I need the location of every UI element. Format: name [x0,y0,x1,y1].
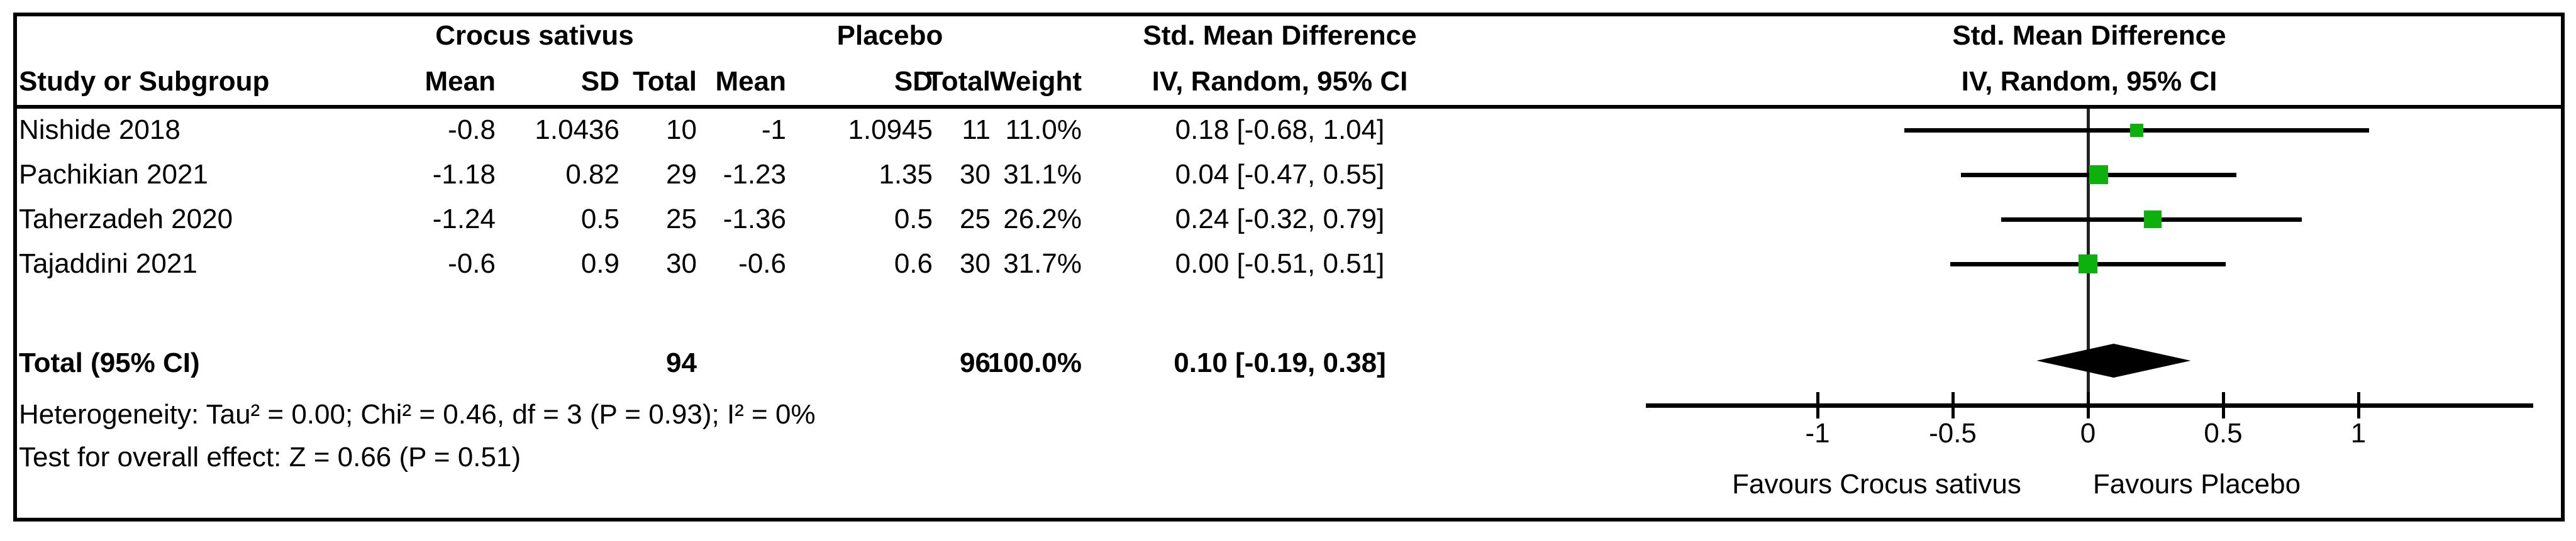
plot-column-title: Std. Mean Difference [1952,20,2226,51]
axis-tick-label: 1 [2350,418,2367,449]
exp-mean: -1.18 [432,159,496,190]
smd-ci-value: 0.04 [-0.47, 0.55] [1175,159,1385,190]
col-header-ctrl-sd: SD [894,66,933,97]
axis-tick-label: 0.5 [2204,418,2243,449]
table-row: Taherzadeh 2020 -1.24 0.5 25 -1.36 0.5 2… [0,197,2576,241]
ctrl-sd: 1.0945 [848,114,933,145]
axis-tick [2357,392,2360,418]
col-header-study: Study or Subgroup [19,66,270,97]
ctrl-sd: 0.5 [894,204,933,234]
exp-mean: -0.8 [448,114,496,145]
ctrl-sd: 0.6 [894,248,933,279]
exp-total: 30 [666,248,697,279]
exp-mean: -0.6 [448,248,496,279]
ctrl-mean: -1.36 [723,204,786,234]
exp-total: 29 [666,159,697,190]
col-header-exp-total: Total [633,66,697,97]
table-row: Pachikian 2021 -1.18 0.82 29 -1.23 1.35 … [0,153,2576,197]
axis-tick [1816,392,1819,418]
col-header-exp-sd: SD [580,66,619,97]
exp-total: 25 [666,204,697,234]
ctrl-total: 25 [960,204,991,234]
col-header-ctrl-total: Total [926,66,991,97]
ctrl-mean: -1.23 [723,159,786,190]
ctrl-total: 30 [960,159,991,190]
weight-value: 31.1% [1003,159,1082,190]
ctrl-sd: 1.35 [879,159,933,190]
weight-square [2129,123,2143,137]
weight-value: 11.0% [1005,114,1082,145]
axis-tick-label: 0 [2080,418,2096,449]
study-label: Taherzadeh 2020 [19,204,233,234]
weight-square [2144,210,2162,228]
axis-tick [2222,392,2225,418]
ctrl-total: 30 [960,248,991,279]
smd-column-title: Std. Mean Difference [1143,20,1417,51]
exp-sd: 1.0436 [535,114,619,145]
ctrl-mean: -1 [761,114,786,145]
plot-column-subtitle: IV, Random, 95% CI [1961,66,2218,97]
favours-right-label: Favours Placebo [2092,469,2301,500]
exp-mean: -1.24 [432,204,496,234]
exp-total: 10 [666,114,697,145]
favours-left-label: Favours Crocus sativus [1732,469,2021,500]
figure-frame [13,13,2565,522]
exp-sd: 0.82 [565,159,619,190]
study-label: Pachikian 2021 [19,159,208,190]
col-header-ctrl-mean: Mean [715,66,786,97]
axis-tick-label: -0.5 [1929,418,1977,449]
weight-square [2089,165,2109,184]
smd-ci-value: 0.24 [-0.32, 0.79] [1175,204,1385,234]
total-exp-n: 94 [666,347,697,378]
column-header-row: Study or Subgroup Mean SD Total Mean SD … [0,60,2576,104]
header-separator-line [13,105,2565,109]
axis-tick [1951,392,1955,418]
axis-tick [2087,392,2090,418]
ctrl-total: 11 [962,114,991,145]
total-weight: 100.0% [987,347,1082,378]
total-label: Total (95% CI) [19,347,200,378]
col-header-weight: Weight [990,66,1082,97]
weight-value: 26.2% [1003,204,1082,234]
total-diamond [2036,344,2191,378]
group-header-experimental: Crocus sativus [435,20,634,51]
study-label: Nishide 2018 [19,114,180,145]
heterogeneity-text: Heterogeneity: Tau² = 0.00; Chi² = 0.46,… [19,399,816,430]
table-row: Nishide 2018 -0.8 1.0436 10 -1 1.0945 11… [0,108,2576,152]
study-label: Tajaddini 2021 [19,248,197,279]
smd-ci-value: 0.18 [-0.68, 1.04] [1175,114,1385,145]
weight-value: 31.7% [1003,248,1082,279]
table-row: Tajaddini 2021 -0.6 0.9 30 -0.6 0.6 30 3… [0,242,2576,286]
group-header-row: Crocus sativus Placebo Std. Mean Differe… [0,14,2576,58]
exp-sd: 0.5 [580,204,619,234]
group-header-control: Placebo [836,20,943,51]
total-smd-ci: 0.10 [-0.19, 0.38] [1174,347,1386,378]
overall-effect-text: Test for overall effect: Z = 0.66 (P = 0… [19,442,521,473]
col-header-smd-ci: IV, Random, 95% CI [1152,66,1408,97]
col-header-exp-mean: Mean [425,66,496,97]
total-row: Total (95% CI) 94 96 100.0% 0.10 [-0.19,… [0,341,2576,385]
total-ctrl-n: 96 [960,347,991,378]
weight-square [2079,254,2097,273]
exp-sd: 0.9 [580,248,619,279]
ctrl-mean: -0.6 [738,248,786,279]
axis-tick-label: -1 [1805,418,1830,449]
smd-ci-value: 0.00 [-0.51, 0.51] [1175,248,1385,279]
